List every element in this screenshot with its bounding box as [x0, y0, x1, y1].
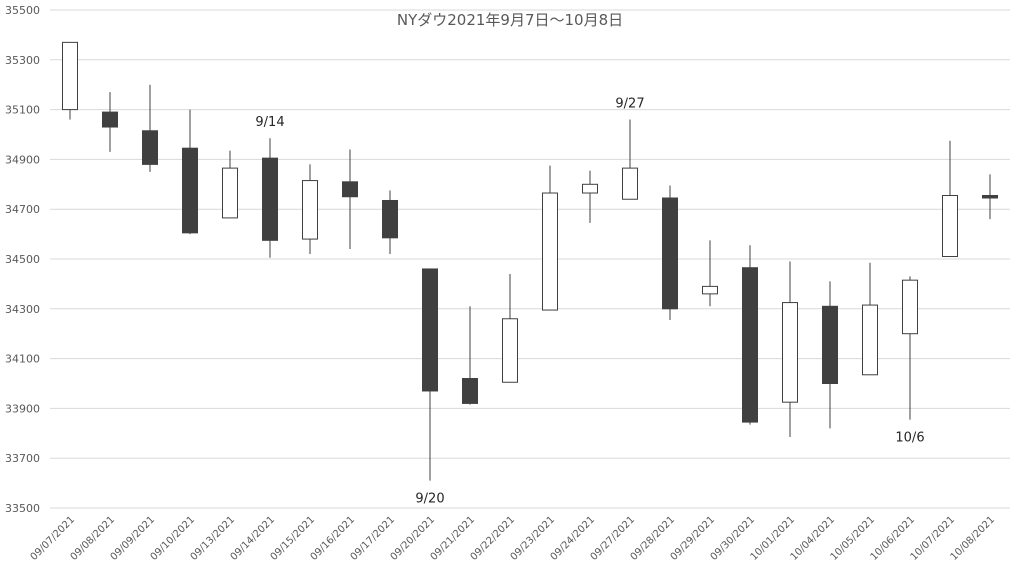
candle-09/21/2021	[462, 306, 478, 405]
candle-09/29/2021	[702, 240, 718, 307]
candle-body	[262, 157, 278, 241]
candle-09/20/2021	[422, 268, 438, 481]
y-tick-label: 33700	[5, 452, 40, 465]
candle-body	[222, 167, 238, 219]
candle-09/15/2021	[302, 164, 318, 255]
candle-body	[62, 41, 78, 111]
candle-body	[542, 192, 558, 311]
candle-10/04/2021	[822, 281, 838, 429]
x-axis-ticks: 09/07/202109/08/202109/09/202109/10/2021…	[29, 514, 998, 563]
y-tick-label: 34700	[5, 203, 40, 216]
candle-09/22/2021	[502, 273, 518, 383]
candle-body	[662, 197, 678, 310]
candle-09/08/2021	[102, 92, 118, 152]
y-tick-label: 33900	[5, 402, 40, 415]
candle-body	[902, 279, 918, 335]
y-tick-label: 34500	[5, 253, 40, 266]
candle-09/24/2021	[582, 170, 598, 223]
candle-09/16/2021	[342, 149, 358, 250]
candle-09/09/2021	[142, 84, 158, 172]
candle-10/01/2021	[782, 261, 798, 438]
candle-09/23/2021	[542, 165, 558, 311]
candle-body	[622, 167, 638, 200]
annotations: 9/14 9/20 9/27 10/6	[255, 97, 924, 507]
candle-body	[102, 111, 118, 128]
candle-09/07/2021	[62, 41, 78, 120]
y-tick-label: 34900	[5, 153, 40, 166]
candle-09/30/2021	[742, 245, 758, 425]
candle-body	[382, 199, 398, 239]
candle-body	[822, 305, 838, 384]
candle-body	[422, 268, 438, 392]
candle-09/28/2021	[662, 185, 678, 321]
candle-10/06/2021	[902, 276, 918, 420]
y-tick-label: 34100	[5, 353, 40, 366]
candle-10/08/2021	[982, 174, 998, 220]
candle-body	[342, 181, 358, 198]
y-tick-label: 33500	[5, 502, 40, 515]
y-tick-label: 35100	[5, 104, 40, 117]
candle-body	[942, 195, 958, 258]
candle-body	[702, 285, 718, 295]
candle-09/13/2021	[222, 150, 238, 219]
candle-09/14/2021	[262, 138, 278, 258]
annotation-label: 10/6	[895, 431, 924, 446]
grid-lines	[50, 9, 1010, 509]
candle-body	[502, 318, 518, 383]
candle-body	[582, 183, 598, 194]
candle-body	[742, 267, 758, 423]
candle-body	[862, 304, 878, 376]
chart-title: NYダウ2021年9月7日～10月8日	[397, 11, 623, 29]
candle-10/07/2021	[942, 140, 958, 258]
y-axis-ticks: 33500 33700 33900 34100 34300 34500 34700 34900…	[5, 4, 40, 515]
candle-body	[142, 130, 158, 165]
candle-09/17/2021	[382, 190, 398, 255]
candle-09/27/2021	[622, 119, 638, 200]
annotation-label: 9/20	[415, 492, 444, 507]
candle-body	[982, 195, 998, 199]
y-tick-label: 35500	[5, 4, 40, 17]
y-tick-label: 35300	[5, 54, 40, 67]
candle-body	[302, 180, 318, 240]
candle-10/05/2021	[862, 262, 878, 376]
candle-body	[182, 147, 198, 234]
annotation-label: 9/14	[255, 115, 284, 130]
candle-09/10/2021	[182, 109, 198, 235]
candle-body	[462, 378, 478, 404]
y-tick-label: 34300	[5, 303, 40, 316]
annotation-label: 9/27	[615, 97, 644, 112]
candle-body	[782, 302, 798, 403]
candles	[62, 41, 998, 481]
